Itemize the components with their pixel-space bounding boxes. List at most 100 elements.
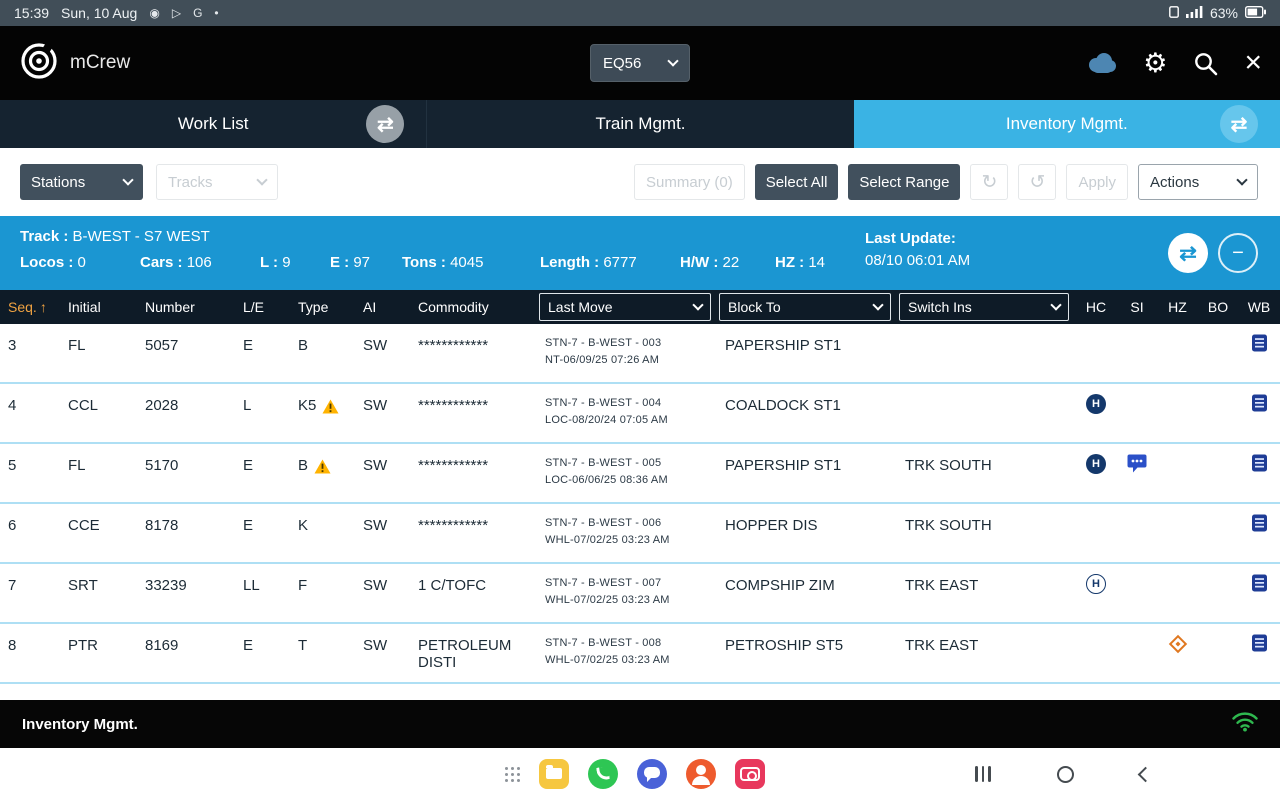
column-bo[interactable]: BO [1207, 299, 1229, 315]
cell-le: LL [243, 577, 260, 594]
cell-le: E [243, 637, 254, 654]
waybill-icon[interactable] [1251, 574, 1267, 622]
track-swap-button[interactable]: ⇄ [1168, 233, 1208, 273]
waybill-icon[interactable] [1251, 454, 1267, 502]
waybill-icon[interactable] [1251, 514, 1267, 562]
files-app-icon[interactable] [539, 759, 569, 789]
undo-button[interactable]: ↺ [1018, 164, 1057, 200]
column-type[interactable]: Type [298, 299, 329, 315]
table-row[interactable]: 7 SRT 33239 LL F SW 1 C/TOFC STN-7 - B-W… [0, 564, 1280, 624]
cloud-sync-icon[interactable] [1085, 52, 1117, 74]
refresh-button[interactable]: ↻ [970, 164, 1009, 200]
waybill-icon[interactable] [1251, 394, 1267, 442]
table-row[interactable]: 8 PTR 8169 E T SW PETROLEUM DISTI STN-7 … [0, 624, 1280, 684]
apply-button[interactable]: Apply [1066, 164, 1128, 200]
cell-wb [1238, 624, 1280, 682]
column-si[interactable]: SI [1130, 299, 1144, 315]
column-ai[interactable]: AI [363, 299, 377, 315]
undo-icon: ↺ [1029, 171, 1046, 193]
track-value: B-WEST - S7 WEST [72, 228, 210, 245]
actions-dropdown-label: Actions [1150, 173, 1200, 191]
cell-si [1117, 324, 1157, 382]
actions-dropdown[interactable]: Actions [1138, 164, 1258, 200]
close-icon[interactable]: × [1244, 46, 1262, 79]
cell-type: F [290, 564, 355, 622]
select-range-button[interactable]: Select Range [848, 164, 961, 200]
search-icon[interactable] [1193, 51, 1218, 76]
phone-app-icon[interactable] [588, 759, 618, 789]
home-button-icon[interactable] [1056, 765, 1074, 783]
column-number[interactable]: Number [145, 299, 195, 315]
cell-le: E [243, 457, 254, 474]
back-button-icon[interactable] [1137, 766, 1153, 782]
swap-icon[interactable]: ⇄ [366, 105, 405, 143]
cell-number: 8178 [145, 517, 179, 534]
last-move-timestamp: LOC-08/20/24 07:05 AM [545, 414, 668, 426]
cell-bo [1198, 324, 1238, 382]
cell-hz [1157, 564, 1198, 622]
waybill-icon[interactable] [1251, 634, 1267, 682]
table-row[interactable]: 6 CCE 8178 E K SW ************ STN-7 - B… [0, 504, 1280, 564]
column-initial[interactable]: Initial [68, 299, 101, 315]
tab-bar: Work List ⇄ Train Mgmt. Inventory Mgmt. … [0, 100, 1280, 148]
cell-block-to: COMPSHIP ZIM [725, 577, 835, 594]
block-to-filter-dropdown[interactable]: Block To [719, 293, 891, 321]
table-row[interactable]: 5 FL 5170 E B SW ************ STN-7 - B-… [0, 444, 1280, 504]
cell-type: T [290, 624, 355, 682]
cell-commodity: ************ [418, 337, 489, 354]
cell-seq: 8 [8, 637, 17, 654]
summary-button-label: Summary (0) [646, 173, 733, 191]
chevron-down-icon [692, 298, 704, 311]
swap-icon[interactable]: ⇄ [1219, 105, 1258, 143]
summary-button[interactable]: Summary (0) [634, 164, 745, 200]
select-all-button[interactable]: Select All [754, 164, 839, 200]
contacts-app-icon[interactable] [686, 759, 716, 789]
swap-icon: ⇄ [1179, 241, 1197, 265]
stations-dropdown[interactable]: Stations [20, 164, 143, 200]
cell-bo [1198, 444, 1238, 502]
recents-button-icon[interactable] [975, 766, 991, 782]
app-drawer-icon[interactable] [505, 766, 520, 782]
column-seq[interactable]: Seq. ↑ [0, 290, 60, 324]
camera-app-icon[interactable] [735, 759, 765, 789]
cell-ai: SW [363, 637, 388, 654]
last-move-filter-dropdown[interactable]: Last Move [539, 293, 711, 321]
tracks-dropdown[interactable]: Tracks [156, 164, 278, 200]
chat-icon[interactable] [1127, 454, 1147, 502]
nav-app-shortcuts [505, 748, 765, 800]
type-value: F [298, 577, 308, 594]
settings-gear-icon[interactable]: ⚙ [1143, 47, 1168, 78]
stat-length: Length : 6777 [540, 254, 637, 271]
equipment-selector-dropdown[interactable]: EQ56 [590, 44, 690, 82]
column-commodity[interactable]: Commodity [418, 299, 489, 315]
table-body[interactable]: 3 FL 5057 E B SW ************ STN-7 - B-… [0, 324, 1280, 700]
table-row[interactable]: 3 FL 5057 E B SW ************ STN-7 - B-… [0, 324, 1280, 384]
tab-inventory-mgmt[interactable]: Inventory Mgmt. ⇄ [853, 100, 1280, 148]
last-update: Last Update: 08/10 06:01 AM [865, 228, 970, 272]
column-wb[interactable]: WB [1247, 299, 1271, 315]
column-le[interactable]: L/E [243, 299, 265, 315]
column-last-move: Last Move [537, 290, 717, 324]
cell-si [1117, 504, 1157, 562]
tab-train-mgmt[interactable]: Train Mgmt. [426, 100, 854, 148]
last-move-location: STN-7 - B-WEST - 007 [545, 577, 662, 589]
cell-last-move: STN-7 - B-WEST - 005 LOC-06/06/25 08:36 … [537, 444, 717, 502]
cell-switch-ins: TRK SOUTH [905, 517, 992, 534]
cell-number: 5057 [145, 337, 179, 354]
cell-block-to: PETROSHIP ST5 [725, 637, 844, 654]
table-row[interactable]: 4 CCL 2028 L K5 SW ************ STN-7 - … [0, 384, 1280, 444]
switch-ins-filter-dropdown[interactable]: Switch Ins [899, 293, 1069, 321]
cell-block-to: COALDOCK ST1 [725, 397, 841, 414]
messages-app-icon[interactable] [637, 759, 667, 789]
column-hz[interactable]: HZ [1168, 299, 1187, 315]
cell-ai: SW [363, 517, 388, 534]
tracks-dropdown-label: Tracks [168, 173, 213, 191]
waybill-icon[interactable] [1251, 334, 1267, 382]
tab-work-list[interactable]: Work List ⇄ [0, 100, 427, 148]
collapse-track-info-button[interactable]: − [1218, 233, 1258, 273]
cell-type: B [290, 444, 355, 502]
chevron-down-icon [667, 54, 679, 67]
column-hc[interactable]: HC [1085, 299, 1107, 315]
hold-badge: H [1086, 454, 1106, 474]
